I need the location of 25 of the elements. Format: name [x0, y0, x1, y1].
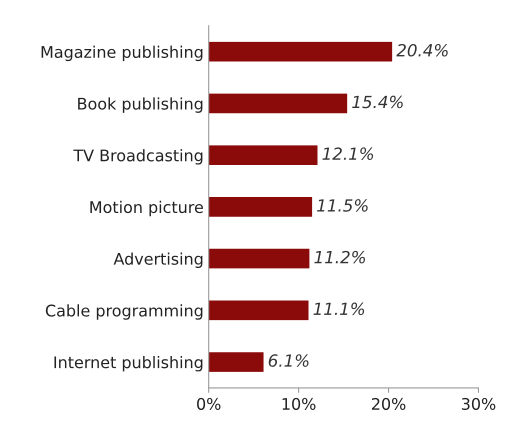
- y-tick-label: Advertising: [114, 252, 202, 268]
- x-tick-label: 20%: [372, 398, 406, 410]
- y-tick-label: Motion picture: [90, 200, 203, 216]
- data-label: 6.1%: [268, 354, 309, 367]
- bar: [208, 94, 348, 114]
- data-label: 11.2%: [314, 250, 365, 264]
- bar: [208, 300, 309, 320]
- data-label: 15.4%: [352, 96, 403, 108]
- data-label: 12.1%: [322, 147, 374, 160]
- bar: [208, 42, 392, 62]
- y-tick-label: TV Broadcasting: [73, 149, 202, 165]
- y-tick-label: Internet publishing: [54, 356, 202, 372]
- y-tick-label: Magazine publishing: [42, 46, 202, 62]
- data-label: 11.5%: [317, 199, 368, 212]
- data-label: 11.1%: [313, 302, 364, 316]
- bar: [208, 197, 312, 217]
- bar: [208, 352, 264, 372]
- bar: [208, 145, 318, 165]
- x-tick-label: 0%: [197, 398, 220, 410]
- y-tick-label: Cable programming: [46, 304, 202, 320]
- bar: [208, 248, 310, 268]
- x-tick-label: 30%: [462, 398, 496, 410]
- y-tick-label: Book publishing: [78, 97, 202, 113]
- data-label: 20.4%: [396, 44, 448, 57]
- x-tick-label: 10%: [282, 398, 316, 410]
